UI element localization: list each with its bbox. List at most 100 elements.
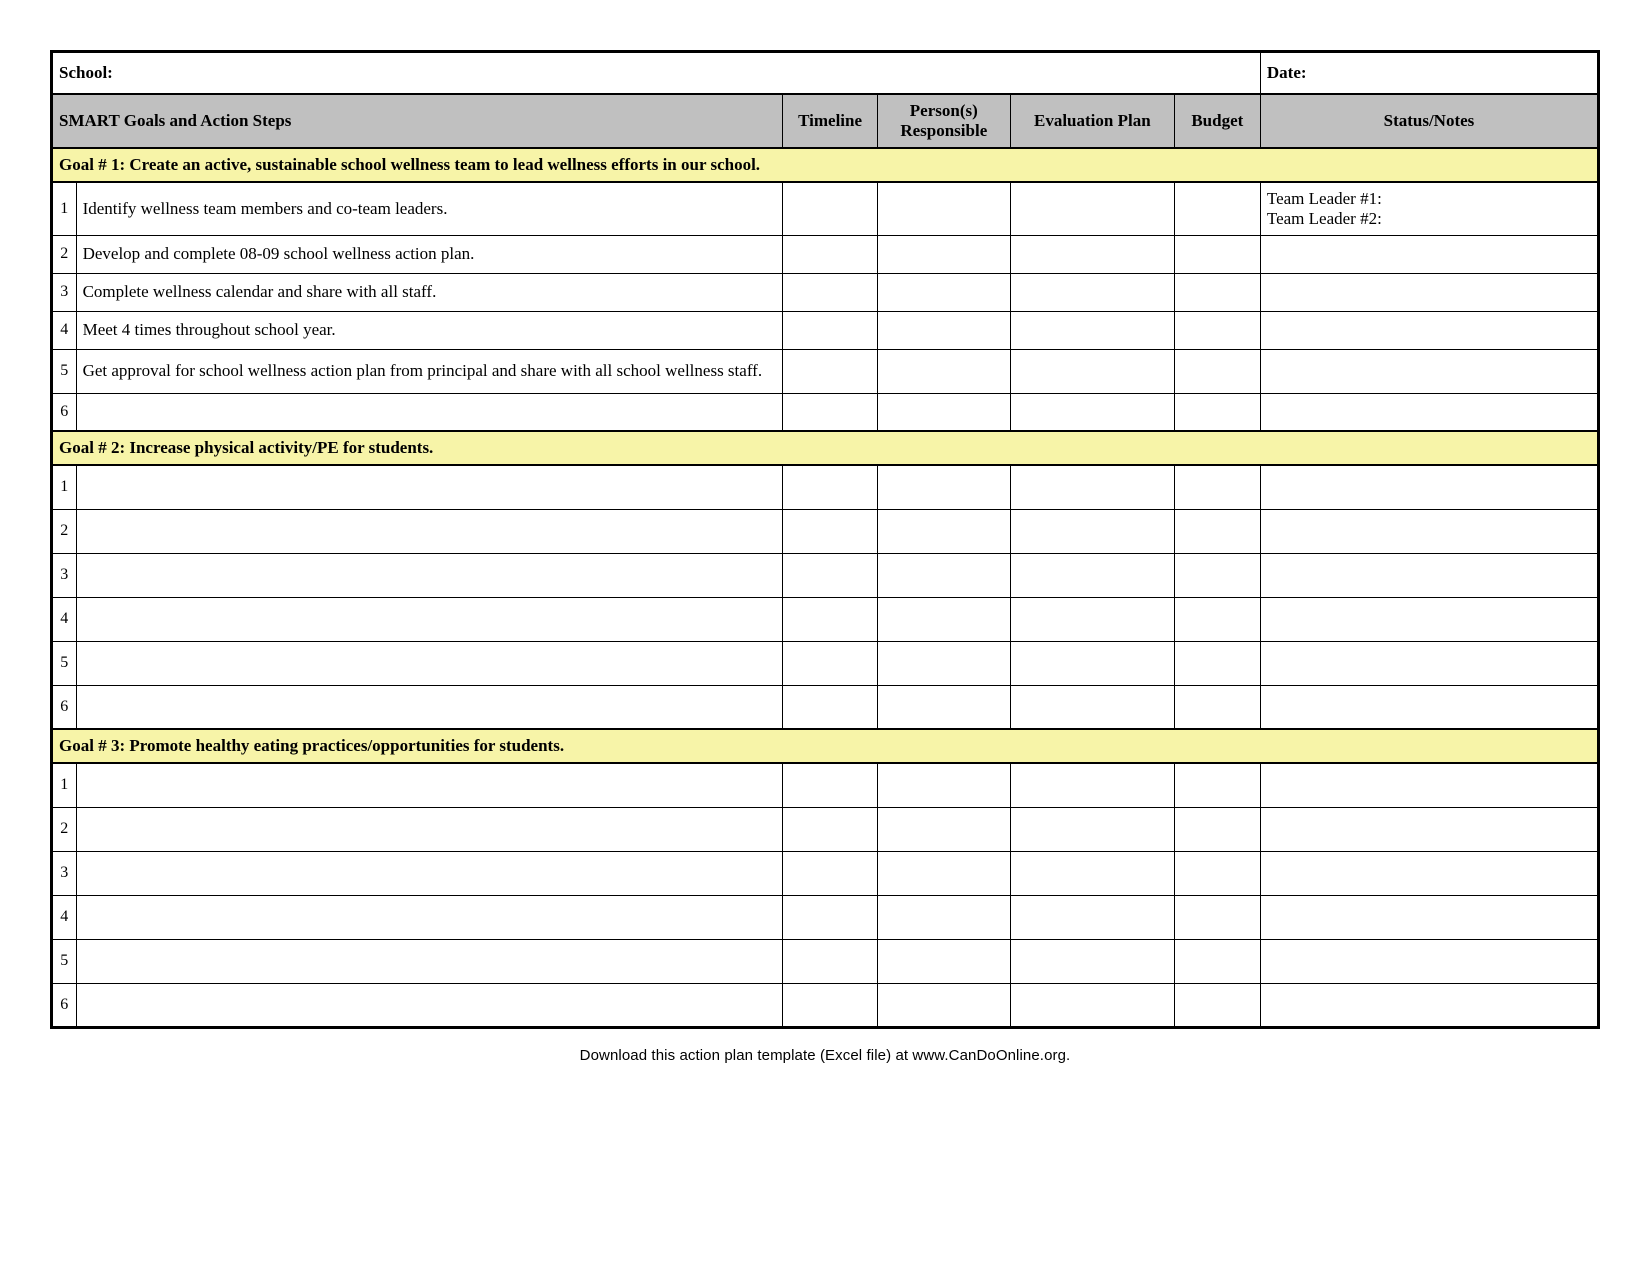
cell-timeline xyxy=(783,273,877,311)
step-number: 5 xyxy=(52,939,77,983)
cell-timeline xyxy=(783,939,877,983)
cell-timeline xyxy=(783,685,877,729)
cell-status xyxy=(1260,597,1598,641)
cell-status xyxy=(1260,311,1598,349)
step-number: 5 xyxy=(52,349,77,393)
cell-persons xyxy=(877,983,1010,1027)
cell-budget xyxy=(1174,895,1260,939)
cell-status xyxy=(1260,685,1598,729)
cell-persons xyxy=(877,553,1010,597)
cell-timeline xyxy=(783,851,877,895)
cell-evalplan xyxy=(1010,597,1174,641)
step-row: 5Get approval for school wellness action… xyxy=(52,349,1599,393)
cell-timeline xyxy=(783,509,877,553)
step-row: 4 xyxy=(52,597,1599,641)
header-persons: Person(s) Responsible xyxy=(877,94,1010,148)
cell-budget xyxy=(1174,685,1260,729)
step-number: 3 xyxy=(52,851,77,895)
cell-persons xyxy=(877,685,1010,729)
header-timeline: Timeline xyxy=(783,94,877,148)
step-text xyxy=(76,641,783,685)
step-row: 5 xyxy=(52,641,1599,685)
cell-timeline xyxy=(783,641,877,685)
cell-budget xyxy=(1174,597,1260,641)
cell-persons xyxy=(877,763,1010,807)
cell-persons xyxy=(877,182,1010,236)
step-row: 1 xyxy=(52,465,1599,509)
cell-status xyxy=(1260,273,1598,311)
cell-timeline xyxy=(783,182,877,236)
footer-text: Download this action plan template (Exce… xyxy=(50,1047,1600,1064)
goal-title: Goal # 1: Create an active, sustainable … xyxy=(52,148,1599,182)
cell-persons xyxy=(877,311,1010,349)
cell-budget xyxy=(1174,641,1260,685)
header-status: Status/Notes xyxy=(1260,94,1598,148)
step-text: Develop and complete 08-09 school wellne… xyxy=(76,235,783,273)
cell-persons xyxy=(877,807,1010,851)
cell-status xyxy=(1260,393,1598,431)
cell-evalplan xyxy=(1010,393,1174,431)
cell-evalplan xyxy=(1010,641,1174,685)
header-steps: SMART Goals and Action Steps xyxy=(52,94,783,148)
cell-evalplan xyxy=(1010,851,1174,895)
step-number: 1 xyxy=(52,182,77,236)
cell-budget xyxy=(1174,807,1260,851)
cell-budget xyxy=(1174,273,1260,311)
goal-row: Goal # 3: Promote healthy eating practic… xyxy=(52,729,1599,763)
step-number: 6 xyxy=(52,685,77,729)
step-number: 1 xyxy=(52,763,77,807)
cell-budget xyxy=(1174,983,1260,1027)
step-number: 4 xyxy=(52,597,77,641)
step-row: 1 xyxy=(52,763,1599,807)
cell-persons xyxy=(877,273,1010,311)
step-row: 3 xyxy=(52,851,1599,895)
step-text xyxy=(76,509,783,553)
goal-title: Goal # 3: Promote healthy eating practic… xyxy=(52,729,1599,763)
column-header-row: SMART Goals and Action Steps Timeline Pe… xyxy=(52,94,1599,148)
cell-status xyxy=(1260,939,1598,983)
step-text xyxy=(76,807,783,851)
goal-row: Goal # 1: Create an active, sustainable … xyxy=(52,148,1599,182)
cell-budget xyxy=(1174,553,1260,597)
cell-timeline xyxy=(783,763,877,807)
cell-evalplan xyxy=(1010,311,1174,349)
cell-evalplan xyxy=(1010,553,1174,597)
step-text: Get approval for school wellness action … xyxy=(76,349,783,393)
cell-evalplan xyxy=(1010,182,1174,236)
cell-timeline xyxy=(783,235,877,273)
cell-evalplan xyxy=(1010,685,1174,729)
cell-timeline xyxy=(783,597,877,641)
cell-budget xyxy=(1174,349,1260,393)
cell-budget xyxy=(1174,393,1260,431)
cell-budget xyxy=(1174,939,1260,983)
step-text: Identify wellness team members and co-te… xyxy=(76,182,783,236)
step-text xyxy=(76,685,783,729)
cell-persons xyxy=(877,509,1010,553)
step-number: 3 xyxy=(52,273,77,311)
cell-timeline xyxy=(783,807,877,851)
cell-persons xyxy=(877,939,1010,983)
header-evalplan: Evaluation Plan xyxy=(1010,94,1174,148)
cell-budget xyxy=(1174,509,1260,553)
top-row: School: Date: xyxy=(52,52,1599,94)
step-number: 4 xyxy=(52,895,77,939)
step-number: 2 xyxy=(52,235,77,273)
step-row: 6 xyxy=(52,393,1599,431)
step-row: 3 xyxy=(52,553,1599,597)
cell-evalplan xyxy=(1010,509,1174,553)
step-number: 2 xyxy=(52,807,77,851)
cell-status xyxy=(1260,641,1598,685)
cell-timeline xyxy=(783,393,877,431)
step-row: 6 xyxy=(52,685,1599,729)
step-row: 2 xyxy=(52,807,1599,851)
cell-budget xyxy=(1174,311,1260,349)
cell-status: Team Leader #1:Team Leader #2: xyxy=(1260,182,1598,236)
cell-budget xyxy=(1174,235,1260,273)
cell-budget xyxy=(1174,182,1260,236)
step-number: 5 xyxy=(52,641,77,685)
cell-status xyxy=(1260,895,1598,939)
cell-evalplan xyxy=(1010,273,1174,311)
step-row: 4 xyxy=(52,895,1599,939)
cell-status xyxy=(1260,349,1598,393)
cell-timeline xyxy=(783,349,877,393)
